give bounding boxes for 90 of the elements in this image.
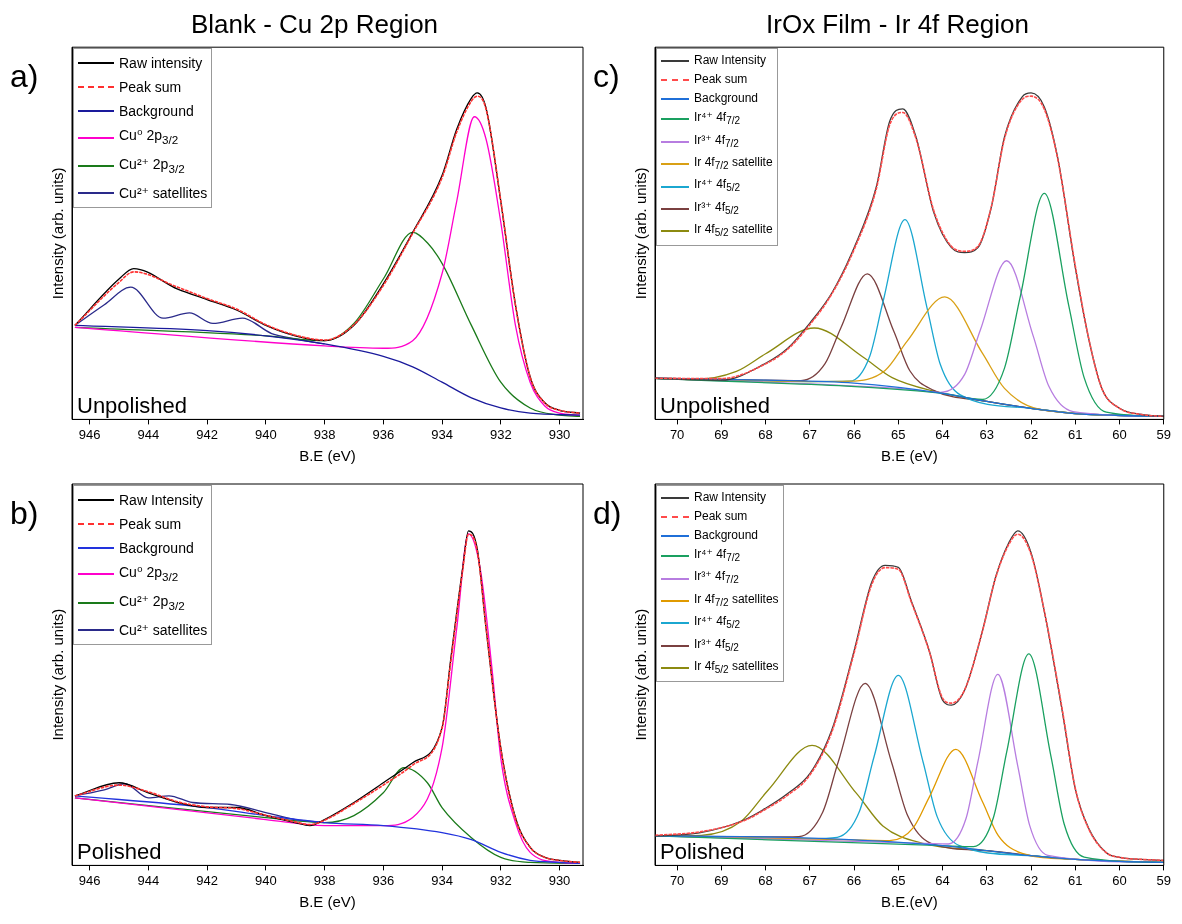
x-tick-label: 63: [979, 872, 995, 888]
x-tick-label: 940: [254, 426, 277, 442]
legend-label: Raw Intensity: [694, 52, 767, 70]
x-tick-label: 62: [1023, 872, 1039, 888]
x-axis-title: B.E (eV): [299, 447, 356, 465]
x-tick-label: 60: [1112, 872, 1127, 888]
x-tick-label: 61: [1068, 872, 1083, 888]
text: c): [593, 58, 620, 95]
annotation: Polished: [660, 839, 745, 865]
legend-label: Ir⁴⁺ 4f$_{7/2}$: [694, 546, 741, 566]
legend-label: Background: [119, 102, 194, 122]
x-tick-label: 940: [254, 872, 277, 888]
annotation: Unpolished: [77, 393, 188, 419]
legend-label: Ir³⁺ 4f$_{5/2}$: [694, 635, 739, 655]
x-tick-label: 930: [548, 872, 571, 888]
x-tick-label: 62: [1023, 426, 1039, 442]
legend-label: Raw Intensity: [119, 491, 204, 510]
x-tick-label: 68: [758, 872, 773, 888]
chart-title: IrOx Film - Ir 4f Region: [766, 8, 1029, 39]
x-tick-label: 69: [714, 426, 729, 442]
x-tick-label: 60: [1112, 426, 1127, 442]
x-tick-label: 61: [1068, 426, 1083, 442]
x-tick-label: 946: [78, 872, 101, 888]
x-tick-label: 64: [935, 426, 950, 442]
legend-label: Cu²⁺ satellites: [119, 620, 208, 640]
legend-label: Ir⁴⁺ 4f$_{5/2}$: [694, 176, 741, 196]
x-tick-label: 942: [196, 426, 218, 442]
legend-label: Background: [119, 539, 194, 558]
legend-label: Ir³⁺ 4f$_{5/2}$: [694, 198, 739, 219]
x-tick-label: 942: [196, 872, 218, 888]
x-tick-label: 67: [802, 426, 818, 442]
x-axis-title: B.E.(eV): [881, 893, 938, 911]
legend-label: Cu²⁺ satellites: [119, 183, 208, 203]
x-tick-label: 938: [313, 426, 336, 442]
x-tick-label: 59: [1156, 426, 1171, 442]
y-axis-title: Intensity (arb. units): [49, 167, 67, 300]
x-tick-label: 70: [669, 872, 685, 888]
legend-label: Ir 4f$_{7/2}$ satellites: [694, 590, 779, 611]
y-axis-title: Intensity (arb. units): [49, 608, 67, 741]
x-tick-label: 65: [891, 872, 906, 888]
legend-label: Cu²⁺ 2p$_{3/2}$: [119, 155, 185, 177]
x-tick-label: 936: [372, 872, 395, 888]
y-axis-title: Intensity (arb. units): [632, 608, 650, 741]
x-tick-label: 63: [979, 426, 995, 442]
legend-label: Peak sum: [694, 71, 748, 89]
x-tick-label: 59: [1156, 872, 1171, 888]
legend-label: Raw Intensity: [694, 489, 767, 506]
legend-label: Ir³⁺ 4f$_{7/2}$: [694, 568, 739, 588]
text: b): [10, 495, 39, 531]
x-tick-label: 944: [137, 426, 160, 442]
x-tick-label: 930: [548, 426, 571, 442]
legend-label: Peak sum: [694, 508, 748, 525]
legend-label: Ir 4f$_{5/2}$ satellite: [694, 221, 773, 241]
legend-label: Raw intensity: [119, 54, 203, 74]
legend-label: Background: [694, 527, 759, 544]
annotation: Polished: [77, 839, 162, 865]
legend-label: Peak sum: [119, 78, 182, 98]
x-tick-label: 67: [802, 872, 818, 888]
x-tick-label: 946: [78, 426, 101, 442]
x-tick-label: 934: [431, 872, 453, 888]
legend-label: Cu⁰ 2p$_{3/2}$: [119, 563, 179, 585]
x-tick-label: 936: [372, 426, 395, 442]
x-tick-label: 64: [935, 872, 950, 888]
legend-label: Ir⁴⁺ 4f$_{5/2}$: [694, 613, 741, 633]
legend-label: Ir 4f$_{5/2}$ satellites: [694, 657, 779, 678]
x-tick-label: 68: [758, 426, 773, 442]
annotation: Unpolished: [660, 393, 771, 419]
x-tick-label: 69: [714, 872, 729, 888]
x-axis-title: B.E (eV): [881, 447, 938, 465]
x-tick-label: 938: [313, 872, 336, 888]
x-axis-title: B.E (eV): [299, 893, 356, 911]
legend-label: Cu⁰ 2p$_{3/2}$: [119, 126, 179, 148]
x-tick-label: 932: [489, 426, 512, 442]
x-tick-label: 934: [431, 426, 453, 442]
y-axis-title: Intensity (arb. units): [632, 167, 650, 300]
legend-label: Ir³⁺ 4f$_{7/2}$: [694, 131, 739, 151]
chart-title: Blank - Cu 2p Region: [190, 8, 439, 39]
legend-label: Ir⁴⁺ 4f$_{7/2}$: [694, 109, 741, 129]
x-tick-label: 944: [137, 872, 160, 888]
legend-label: Peak sum: [119, 515, 182, 534]
x-tick-label: 65: [891, 426, 906, 442]
legend-label: Ir 4f$_{7/2}$ satellite: [694, 153, 773, 174]
x-tick-label: 66: [846, 872, 862, 888]
x-tick-label: 70: [669, 426, 685, 442]
text: a): [10, 58, 39, 95]
legend-label: Cu²⁺ 2p$_{3/2}$: [119, 591, 185, 614]
legend-label: Background: [694, 90, 759, 108]
text: d): [593, 495, 622, 531]
x-tick-label: 66: [846, 426, 862, 442]
x-tick-label: 932: [489, 872, 512, 888]
